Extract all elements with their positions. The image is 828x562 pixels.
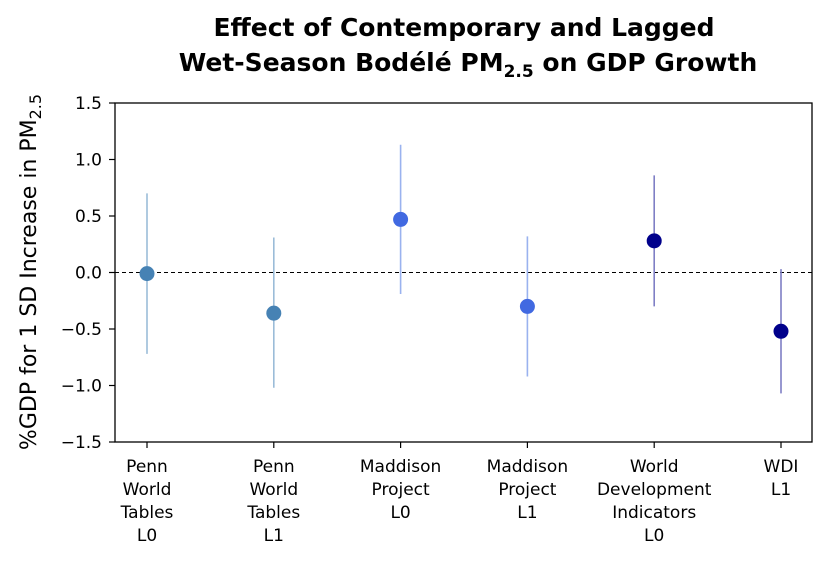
point-estimate (519, 298, 535, 314)
x-category-label: Penn World Tables L1 (246, 457, 300, 546)
point-estimate (266, 305, 282, 321)
point-estimate (139, 266, 155, 282)
x-category-label: Maddison Project L0 (360, 457, 441, 523)
x-category-label: Maddison Project L1 (487, 457, 568, 523)
y-tick-label: 1.0 (75, 151, 102, 171)
y-tick-label: 0.5 (75, 207, 102, 227)
y-axis-label: %GDP for 1 SD Increase in PM2.5 (17, 94, 45, 450)
x-category-label: Penn World Tables L0 (120, 457, 174, 546)
y-tick-label: −1.5 (61, 433, 102, 453)
plot-frame (114, 102, 813, 443)
chart-title-line2: Wet-Season Bodélé PM2.5 on GDP Growth (179, 48, 758, 82)
chart-title-line1: Effect of Contemporary and Lagged (213, 13, 714, 42)
point-estimate (393, 211, 409, 227)
point-estimate (773, 323, 789, 339)
x-category-label: WDI L1 (764, 457, 799, 500)
x-category-label: World Development Indicators L0 (597, 457, 712, 546)
y-tick-label: 0.0 (75, 264, 102, 284)
y-tick-label: −1.0 (61, 377, 102, 397)
y-tick-label: −0.5 (61, 320, 102, 340)
point-estimate (646, 233, 662, 249)
y-tick-label: 1.5 (75, 94, 102, 114)
